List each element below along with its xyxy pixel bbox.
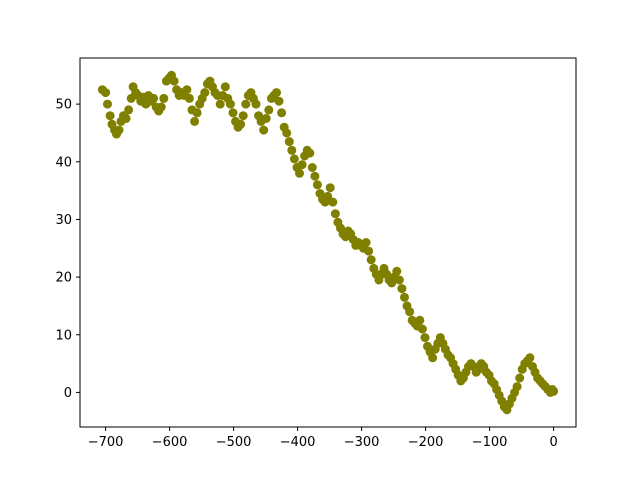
data-point	[169, 76, 179, 86]
data-point	[420, 333, 430, 343]
data-point	[307, 163, 317, 172]
data-point	[328, 197, 338, 207]
data-point	[190, 116, 200, 126]
data-point	[549, 386, 559, 396]
data-point	[105, 111, 115, 121]
data-point	[264, 105, 274, 115]
data-point	[149, 93, 159, 103]
y-tick-label: 50	[55, 98, 72, 113]
data-point	[114, 125, 124, 135]
plot-area-frame	[79, 57, 577, 428]
data-point	[103, 99, 112, 109]
y-tick-label: 10	[55, 328, 72, 343]
data-points	[97, 70, 559, 415]
data-point	[225, 99, 235, 109]
data-point	[200, 88, 210, 98]
data-point	[228, 108, 238, 118]
data-point	[101, 88, 111, 98]
data-point	[215, 99, 225, 109]
data-point	[241, 99, 251, 109]
data-point	[261, 114, 271, 123]
data-point	[400, 292, 409, 302]
data-point	[295, 168, 304, 178]
data-point	[251, 99, 261, 109]
data-point	[156, 102, 166, 112]
data-point	[392, 266, 402, 276]
data-point	[397, 284, 407, 294]
data-point	[297, 160, 307, 170]
data-point	[259, 125, 269, 135]
data-point	[274, 96, 284, 106]
data-point	[272, 88, 281, 98]
data-point	[159, 93, 169, 103]
data-point	[417, 324, 427, 334]
data-point	[361, 238, 371, 247]
data-point	[184, 93, 194, 103]
data-point	[238, 111, 248, 121]
data-point	[287, 145, 297, 155]
y-axis: 0 10 20 30 40 50	[55, 98, 80, 401]
data-point	[312, 180, 322, 190]
data-point	[415, 315, 425, 325]
x-tick-label: 0	[549, 435, 557, 450]
data-point	[305, 148, 315, 158]
y-tick-label: 40	[55, 155, 72, 170]
data-point	[124, 105, 134, 115]
data-point	[428, 353, 438, 363]
x-tick-label: −200	[408, 435, 444, 450]
data-point	[192, 108, 202, 118]
data-point	[236, 119, 246, 129]
data-point	[512, 382, 522, 392]
y-tick-label: 30	[55, 213, 72, 228]
x-tick-label: −300	[344, 435, 380, 450]
data-point	[330, 209, 340, 219]
data-point	[405, 307, 415, 317]
x-axis: −700 −600 −500 −400 −300 −200 −100 0	[88, 427, 558, 450]
data-point	[310, 171, 320, 181]
data-point	[289, 154, 299, 164]
x-tick-label: −400	[280, 435, 316, 450]
data-point	[366, 255, 376, 265]
data-point	[325, 183, 335, 193]
x-tick-label: −500	[216, 435, 252, 450]
data-point	[277, 108, 287, 118]
x-tick-label: −100	[472, 435, 508, 450]
data-point	[182, 85, 192, 95]
data-point	[284, 137, 294, 147]
data-point	[525, 353, 535, 363]
data-point	[121, 114, 131, 123]
data-point	[394, 275, 404, 285]
y-tick-label: 20	[55, 271, 72, 286]
x-tick-label: −600	[152, 435, 188, 450]
data-point	[364, 246, 374, 256]
data-point	[220, 82, 230, 92]
data-point	[282, 128, 292, 138]
data-point	[515, 373, 525, 383]
y-tick-label: 0	[64, 386, 72, 401]
x-tick-label: −700	[88, 435, 124, 450]
